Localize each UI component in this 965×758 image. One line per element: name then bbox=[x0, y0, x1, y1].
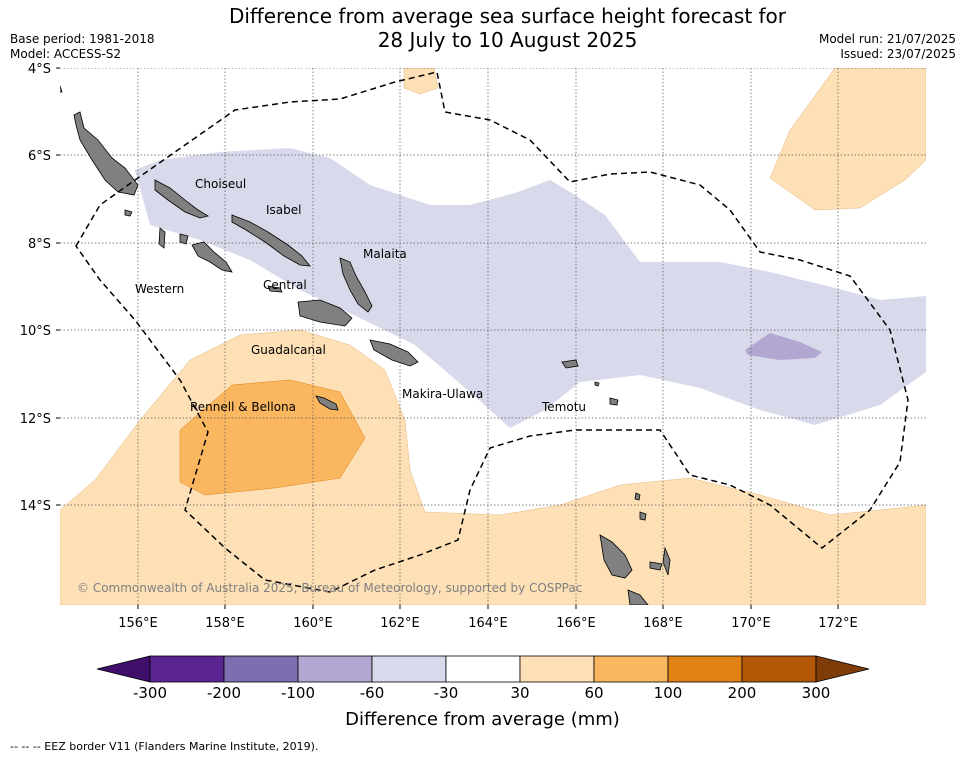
lon-label: 168°E bbox=[643, 616, 683, 631]
colorbar-tick: 200 bbox=[727, 684, 757, 702]
anomaly-pos30-northeast bbox=[769, 68, 926, 211]
malaita-island bbox=[339, 257, 373, 313]
small-island-5 bbox=[649, 561, 663, 571]
vanuatu-island bbox=[662, 546, 671, 576]
bougainville-island bbox=[73, 111, 139, 196]
lon-label: 170°E bbox=[731, 616, 771, 631]
anomaly-neg60 bbox=[745, 333, 822, 360]
region-label-choiseul: Choiseul bbox=[195, 177, 246, 191]
colorbar-segment bbox=[371, 655, 447, 683]
guadalcanal-island bbox=[297, 299, 353, 327]
issued-date: Issued: 23/07/2025 bbox=[840, 47, 956, 61]
region-label-isabel: Isabel bbox=[266, 203, 301, 217]
colorbar-segment bbox=[223, 655, 299, 683]
colorbar-label: Difference from average (mm) bbox=[345, 709, 620, 730]
espiritu-santo-island bbox=[599, 534, 633, 579]
small-island-7 bbox=[594, 381, 600, 387]
lat-label: 6°S bbox=[28, 149, 51, 164]
model-run: Model run: 21/07/2025 bbox=[818, 32, 956, 46]
lon-label: 160°E bbox=[293, 616, 333, 631]
new-georgia-island bbox=[191, 241, 233, 273]
colorbar-extend-high bbox=[815, 655, 870, 683]
colorbar-tick: 100 bbox=[653, 684, 683, 702]
copyright-notice: © Commonwealth of Australia 2025, Bureau… bbox=[77, 581, 582, 595]
small-island-8 bbox=[179, 233, 189, 245]
model-name: Model: ACCESS-S2 bbox=[10, 47, 122, 61]
colorbar-tick: -100 bbox=[280, 684, 316, 702]
colorbar-segment bbox=[149, 655, 225, 683]
colorbar-tick: -200 bbox=[206, 684, 242, 702]
colorbar-tick: 300 bbox=[801, 684, 831, 702]
colorbar-tick: -60 bbox=[359, 684, 385, 702]
anomaly-pos60 bbox=[179, 379, 366, 496]
eez-border bbox=[75, 71, 909, 593]
colorbar bbox=[96, 655, 870, 683]
lat-label: 14°S bbox=[20, 499, 51, 514]
choiseul-island bbox=[154, 179, 210, 219]
land-masses bbox=[60, 85, 671, 605]
region-label-guadalcanal: Guadalcanal bbox=[251, 343, 326, 357]
santa-cruz-island bbox=[561, 359, 579, 369]
colorbar-segment bbox=[667, 655, 743, 683]
small-island-6 bbox=[609, 397, 619, 406]
region-label-central: Central bbox=[263, 278, 307, 292]
malekula-island bbox=[627, 589, 649, 605]
colorbar-segment bbox=[741, 655, 817, 683]
region-label-temotu: Temotu bbox=[541, 400, 586, 414]
gridlines bbox=[60, 68, 926, 605]
lat-label: 12°S bbox=[20, 412, 51, 427]
lon-label: 162°E bbox=[380, 616, 420, 631]
colorbar-tick: -30 bbox=[433, 684, 459, 702]
lat-label: 4°S bbox=[28, 62, 51, 77]
region-label-western: Western bbox=[135, 282, 184, 296]
map-title: Difference from average sea surface heig… bbox=[180, 4, 835, 52]
small-island-4 bbox=[634, 492, 641, 501]
title-line-1: Difference from average sea surface heig… bbox=[228, 4, 787, 28]
lon-label: 156°E bbox=[118, 616, 158, 631]
title-line-2: 28 July to 10 August 2025 bbox=[377, 28, 638, 52]
small-island-3 bbox=[267, 285, 283, 293]
colorbar-tick: 60 bbox=[584, 684, 604, 702]
region-label-makira-ulawa: Makira-Ulawa bbox=[402, 387, 483, 401]
region-label-malaita: Malaita bbox=[363, 247, 407, 261]
small-island-2 bbox=[158, 227, 166, 249]
colorbar-segment bbox=[593, 655, 669, 683]
colorbar-segment bbox=[519, 655, 595, 683]
region-label-rennell-bellona: Rennell & Bellona bbox=[190, 400, 296, 414]
eez-legend-note: -- -- -- EEZ border V11 (Flanders Marine… bbox=[10, 740, 319, 753]
colorbar-tick: 30 bbox=[510, 684, 530, 702]
base-period: Base period: 1981-2018 bbox=[10, 32, 155, 46]
small-island-1 bbox=[60, 85, 63, 93]
rennell-island bbox=[315, 395, 339, 411]
colorbar-tick: -300 bbox=[132, 684, 168, 702]
colorbar-extend-low bbox=[96, 655, 151, 683]
small-island-9 bbox=[124, 209, 133, 217]
small-island-10 bbox=[639, 511, 647, 521]
lat-label: 10°S bbox=[20, 324, 51, 339]
lat-label: 8°S bbox=[28, 237, 51, 252]
lon-label: 172°E bbox=[818, 616, 858, 631]
colorbar-segment bbox=[297, 655, 373, 683]
isabel-island bbox=[231, 214, 311, 267]
makira-island bbox=[369, 339, 419, 367]
colorbar-segment bbox=[445, 655, 521, 683]
lon-label: 158°E bbox=[205, 616, 245, 631]
lon-label: 164°E bbox=[468, 616, 508, 631]
lon-label: 166°E bbox=[556, 616, 596, 631]
anomaly-neg30 bbox=[135, 148, 926, 428]
